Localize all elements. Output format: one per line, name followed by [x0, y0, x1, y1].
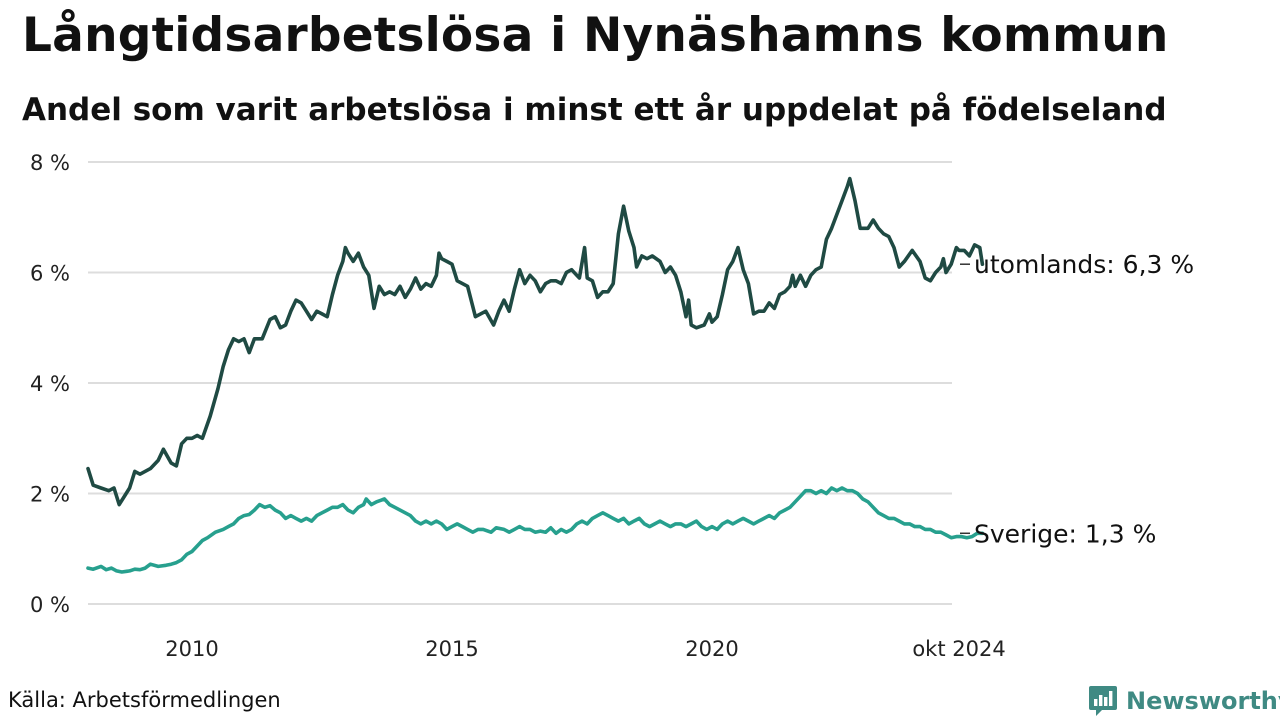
series-line-sverige: [86, 486, 985, 574]
y-tick-label: 4 %: [30, 372, 70, 396]
y-tick-label: 2 %: [30, 483, 70, 507]
x-tick-label: 2020: [685, 637, 738, 661]
chart-subtitle: Andel som varit arbetslösa i minst ett å…: [22, 92, 1167, 128]
y-tick-label: 0 %: [30, 593, 70, 617]
newsworthy-logo-icon: [1089, 686, 1117, 716]
end-label-utomlands: utomlands: 6,3 %: [974, 250, 1194, 279]
end-label-sverige: Sverige: 1,3 %: [974, 519, 1156, 548]
x-tick-label: okt 2024: [912, 637, 1005, 661]
brand-name: Newsworthy: [1126, 687, 1280, 715]
x-tick-label: 2015: [425, 637, 478, 661]
label-layer: utomlands: 6,3 % Sverige: 1,3 %: [960, 250, 1194, 548]
y-tick-label: 6 %: [30, 262, 70, 286]
source-note: Källa: Arbetsförmedlingen: [8, 688, 281, 712]
newsworthy-logo[interactable]: Newsworthy: [1088, 684, 1280, 718]
x-tick-label: 2010: [165, 637, 218, 661]
series-line-utomlands: [86, 176, 985, 507]
y-tick-label: 8 %: [30, 151, 70, 175]
chart-title: Långtidsarbetslösa i Nynäshamns kommun: [22, 8, 1169, 63]
grid-layer: [88, 161, 952, 605]
series-layer: [86, 176, 985, 574]
tick-layer: 0 % 2 % 4 % 6 % 8 % 2010 2015 2020 okt 2024: [30, 151, 1006, 661]
